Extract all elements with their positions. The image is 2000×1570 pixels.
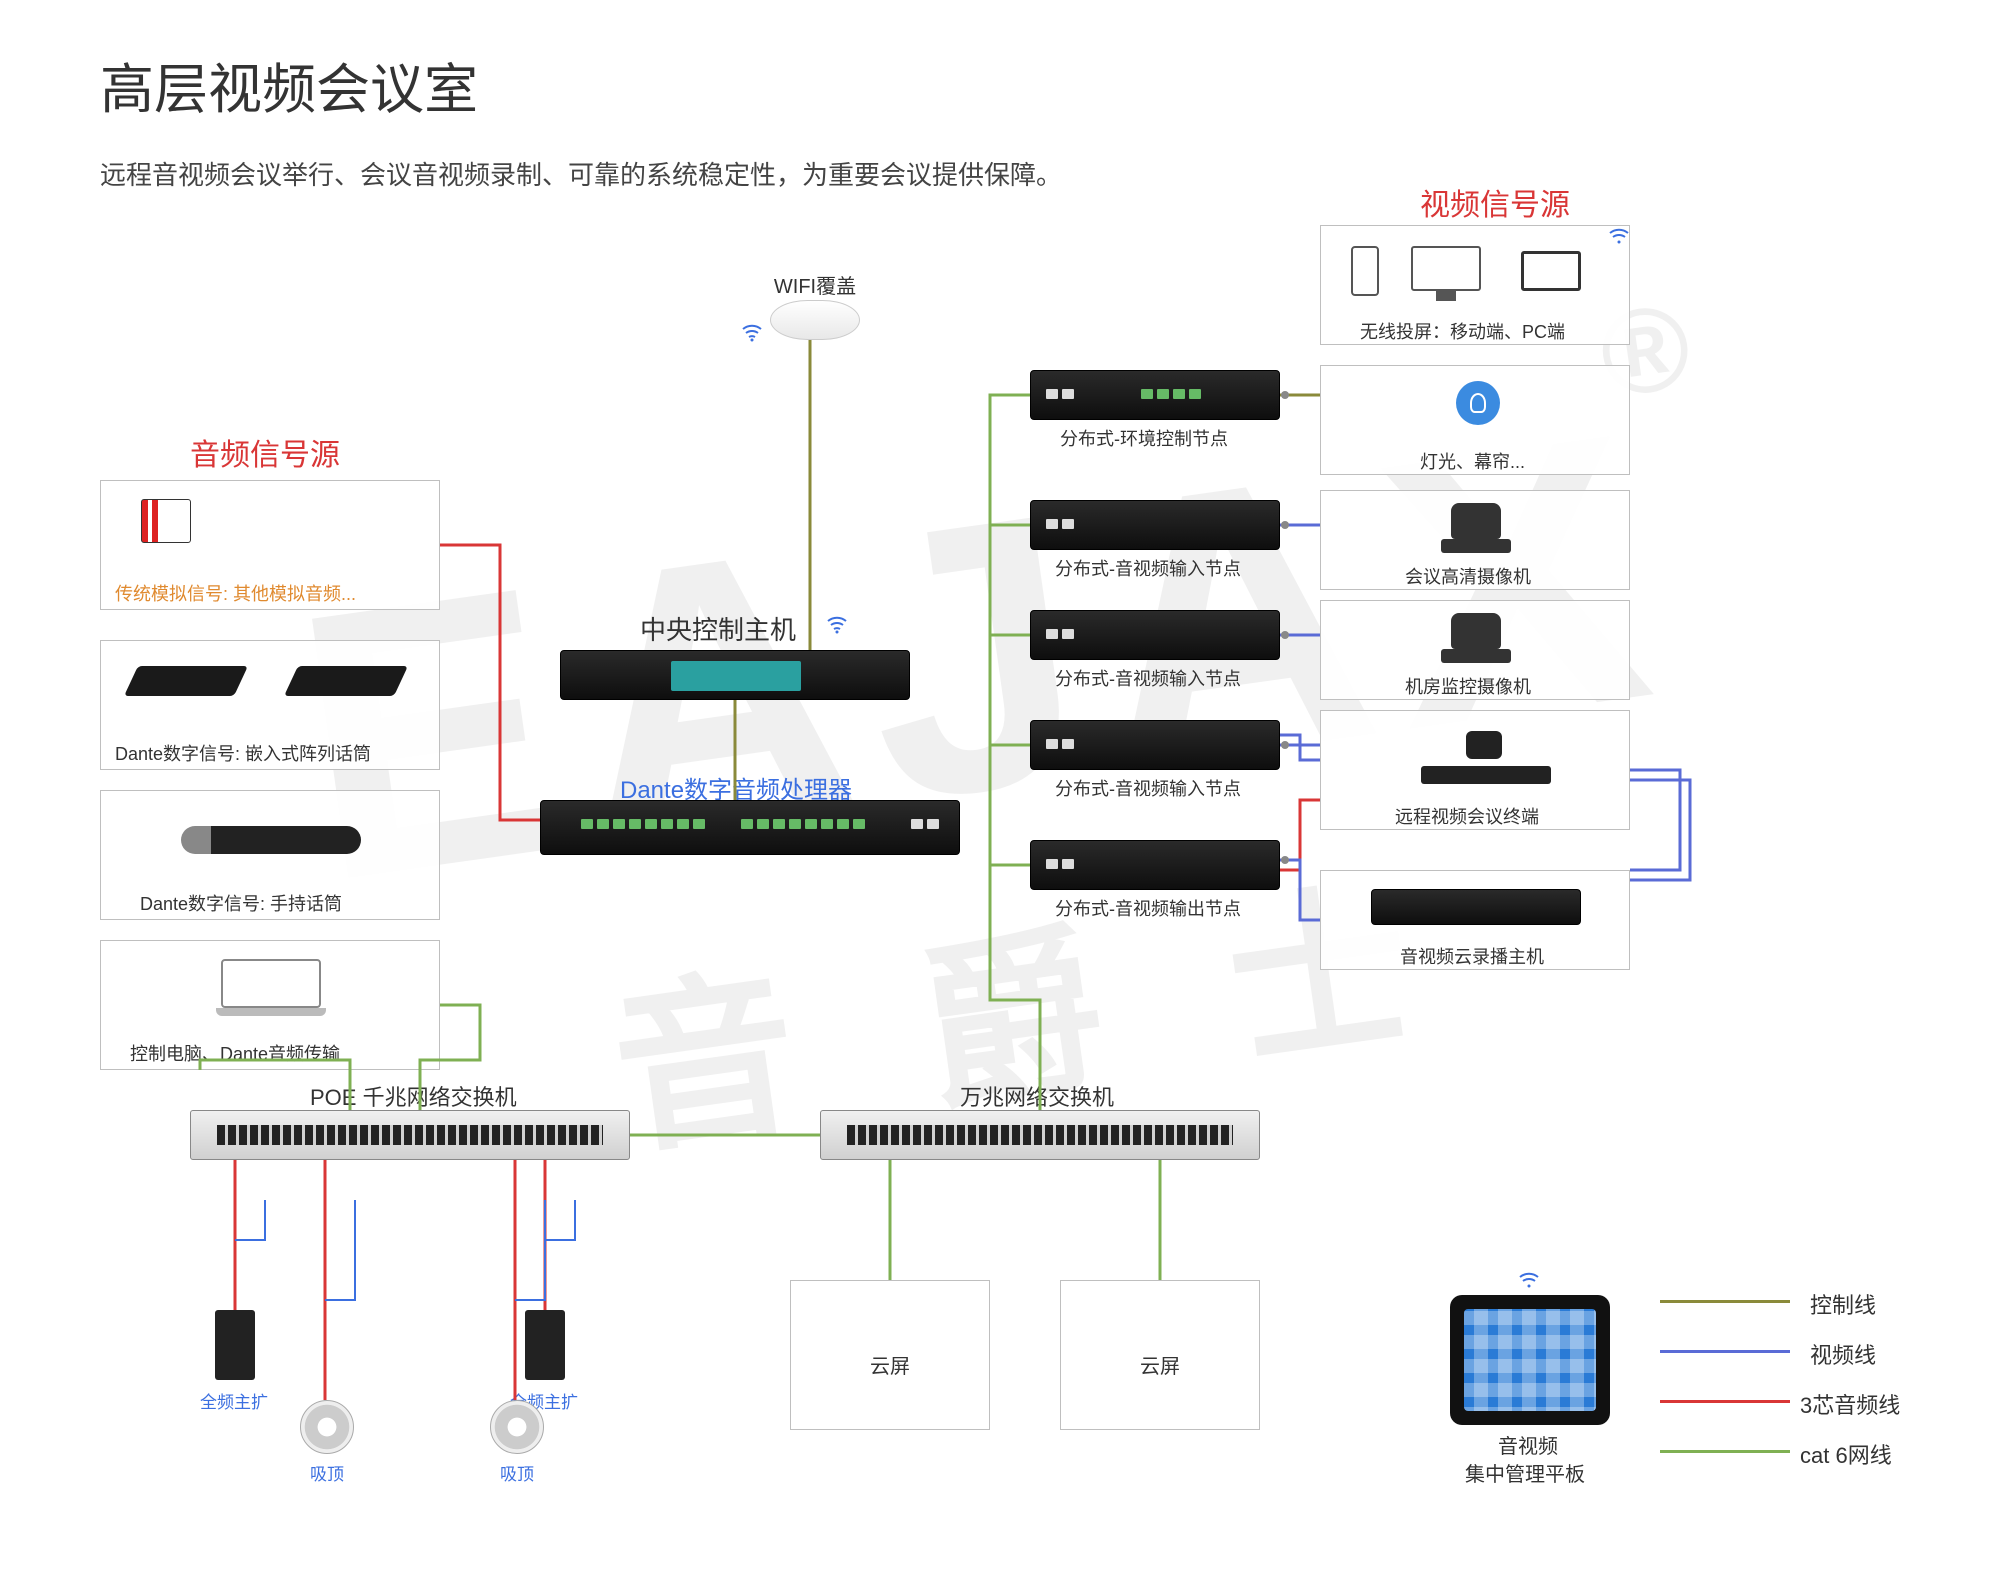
cables-icon xyxy=(141,499,191,543)
wifi-ap-icon xyxy=(770,300,860,340)
legend-video-line xyxy=(1660,1350,1790,1353)
central-ctrl-label: 中央控制主机 xyxy=(640,610,796,647)
tablet-label-1: 音视频 xyxy=(1498,1430,1558,1459)
poe-switch-device xyxy=(190,1110,630,1160)
vsrc-light-label: 灯光、幕帘... xyxy=(1420,448,1525,474)
monitor-icon xyxy=(1411,246,1481,291)
dist-node-3 xyxy=(1030,720,1280,770)
audio-box-handmic-label: Dante数字信号: 手持话筒 xyxy=(140,890,342,916)
legend-audio-label: 3芯音频线 xyxy=(1800,1388,1900,1420)
recorder-device-icon xyxy=(1371,889,1581,925)
wifi-icon xyxy=(825,612,849,636)
wiring-layer xyxy=(0,0,2000,1570)
teng-switch-device xyxy=(820,1110,1260,1160)
ptz-camera-icon xyxy=(1451,613,1501,649)
vsrc-remote-term-label: 远程视频会议终端 xyxy=(1395,803,1539,829)
poe-switch-label: POE 千兆网络交换机 xyxy=(310,1080,517,1112)
dist-node-1 xyxy=(1030,500,1280,550)
webcam-icon xyxy=(1466,731,1502,759)
laptop-icon xyxy=(221,959,321,1029)
dist-node-2-label: 分布式-音视频输入节点 xyxy=(1055,665,1241,691)
ptz-camera-icon xyxy=(1451,503,1501,539)
ceiling-2-label: 吸顶 xyxy=(500,1460,534,1485)
audio-box-array-label: Dante数字信号: 嵌入式阵列话筒 xyxy=(115,740,371,766)
codec-icon xyxy=(1421,766,1551,784)
cloud-screen-1-label: 云屏 xyxy=(870,1350,910,1379)
dante-dsp-device xyxy=(540,800,960,855)
audio-box-analog-label: 传统模拟信号: 其他模拟音频... xyxy=(115,580,356,606)
legend-cat6-label: cat 6网线 xyxy=(1800,1438,1892,1470)
phone-icon xyxy=(1351,246,1379,296)
legend-video-label: 视频线 xyxy=(1810,1338,1876,1370)
dist-node-4-label: 分布式-音视频输出节点 xyxy=(1055,895,1241,921)
dist-node-3-label: 分布式-音视频输入节点 xyxy=(1055,775,1241,801)
audio-source-head: 音频信号源 xyxy=(190,430,340,474)
page-title: 高层视频会议室 xyxy=(100,45,478,124)
teng-switch-label: 万兆网络交换机 xyxy=(960,1080,1114,1112)
array-mic-icon xyxy=(124,666,248,696)
wifi-label: WIFI覆盖 xyxy=(770,270,860,299)
video-source-head: 视频信号源 xyxy=(1420,180,1570,224)
dist-node-0-label: 分布式-环境控制节点 xyxy=(1060,425,1228,451)
cloud-screen-2-label: 云屏 xyxy=(1140,1350,1180,1379)
speaker-2 xyxy=(525,1310,565,1380)
tablet-icon xyxy=(1521,251,1581,291)
legend-ctrl-label: 控制线 xyxy=(1810,1288,1876,1320)
speaker-1-label: 全频主扩 xyxy=(200,1388,268,1413)
vsrc-recorder-label: 音视频云录播主机 xyxy=(1400,943,1544,969)
audio-box-laptop-label: 控制电脑、Dante音频传输 xyxy=(130,1040,340,1066)
dist-node-0 xyxy=(1030,370,1280,420)
vsrc-wireless-label: 无线投屏：移动端、PC端 xyxy=(1360,318,1565,344)
legend-cat6-line xyxy=(1660,1450,1790,1453)
legend-audio-line xyxy=(1660,1400,1790,1403)
speaker-1 xyxy=(215,1310,255,1380)
vsrc-conf-cam-label: 会议高清摄像机 xyxy=(1405,563,1531,589)
handheld-mic-icon xyxy=(181,826,361,854)
wifi-icon xyxy=(1517,1268,1541,1292)
vsrc-monitor-cam-label: 机房监控摄像机 xyxy=(1405,673,1531,699)
wifi-icon xyxy=(740,320,764,344)
page-subtitle: 远程音视频会议举行、会议音视频录制、可靠的系统稳定性，为重要会议提供保障。 xyxy=(100,155,1062,192)
dist-node-2 xyxy=(1030,610,1280,660)
tablet-label-2: 集中管理平板 xyxy=(1465,1458,1585,1487)
control-tablet xyxy=(1450,1295,1610,1425)
ceiling-speaker-1 xyxy=(300,1400,354,1454)
wifi-icon xyxy=(1607,224,1631,248)
dist-node-1-label: 分布式-音视频输入节点 xyxy=(1055,555,1241,581)
array-mic-icon xyxy=(284,666,408,696)
ceiling-1-label: 吸顶 xyxy=(310,1460,344,1485)
dist-node-4 xyxy=(1030,840,1280,890)
legend-ctrl-line xyxy=(1660,1300,1790,1303)
ceiling-speaker-2 xyxy=(490,1400,544,1454)
central-controller-device xyxy=(560,650,910,700)
